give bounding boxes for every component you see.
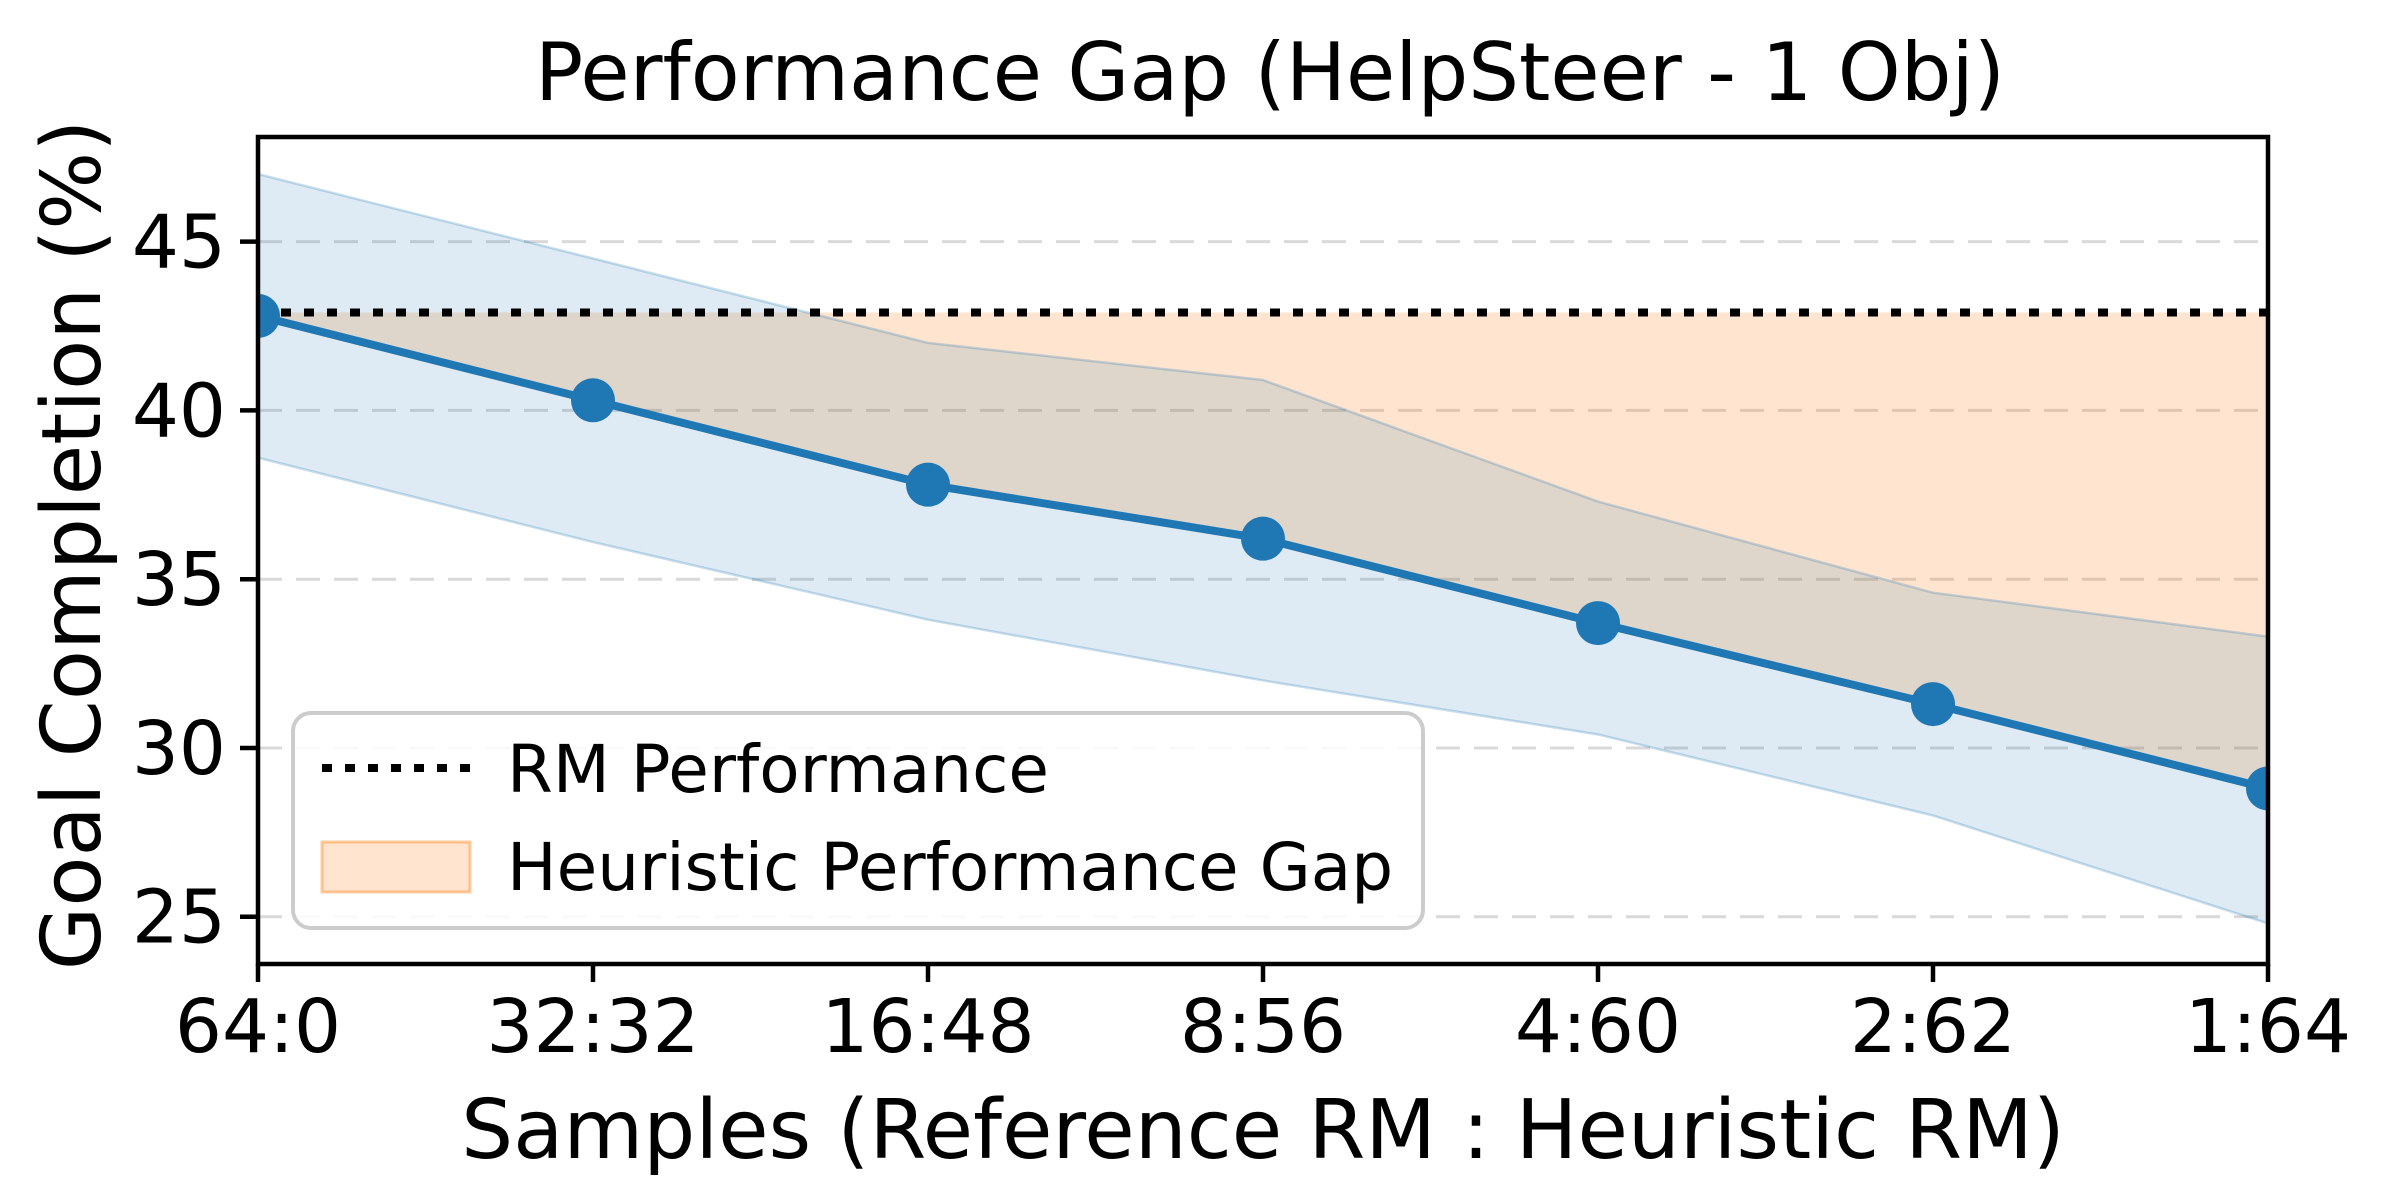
x-tick-label: 64:0 [175, 984, 341, 1070]
legend-orange-patch-sample [320, 840, 472, 894]
data-point-marker [1241, 516, 1285, 561]
data-point-marker [906, 462, 950, 507]
data-point-marker [1576, 601, 1620, 646]
data-point-marker [2246, 766, 2268, 811]
data-point-marker [571, 378, 615, 423]
x-tick-label: 2:62 [1850, 984, 2016, 1070]
x-tick-label: 1:64 [2185, 984, 2351, 1070]
y-tick-label: 40 [132, 368, 226, 454]
series-lines [258, 293, 2268, 811]
axis-ticks: 25 30 35 40 45 64:0 32:32 16:48 8:56 4:60 2:62 1:64 [132, 200, 2351, 1070]
heuristic-gap-band [258, 312, 2268, 789]
y-tick-label: 45 [132, 200, 226, 286]
y-tick-label: 35 [132, 537, 226, 623]
band-lower-edge [258, 456, 2268, 925]
x-tick-label: 4:60 [1515, 984, 1681, 1070]
data-point-marker [1911, 682, 1955, 727]
legend: RM Performance Heuristic Performance Gap [291, 711, 1425, 930]
x-tick-label: 32:32 [486, 984, 699, 1070]
y-tick-label: 30 [132, 706, 226, 792]
x-tick-label: 16:48 [821, 984, 1034, 1070]
legend-label-heuristic-gap: Heuristic Performance Gap [507, 829, 1393, 906]
x-axis-label: Samples (Reference RM : Heuristic RM) [461, 1083, 2065, 1178]
legend-box [291, 711, 1425, 930]
y-tick-label: 25 [132, 875, 226, 961]
legend-label-rm-performance: RM Performance [507, 731, 1049, 808]
x-tick-label: 8:56 [1180, 984, 1346, 1070]
data-point-marker [258, 293, 280, 338]
y-axis-label: Goal Completion (%) [25, 120, 120, 970]
band-upper-edge [258, 172, 2268, 638]
chart-title: Performance Gap (HelpSteer - 1 Obj) [535, 26, 2005, 119]
